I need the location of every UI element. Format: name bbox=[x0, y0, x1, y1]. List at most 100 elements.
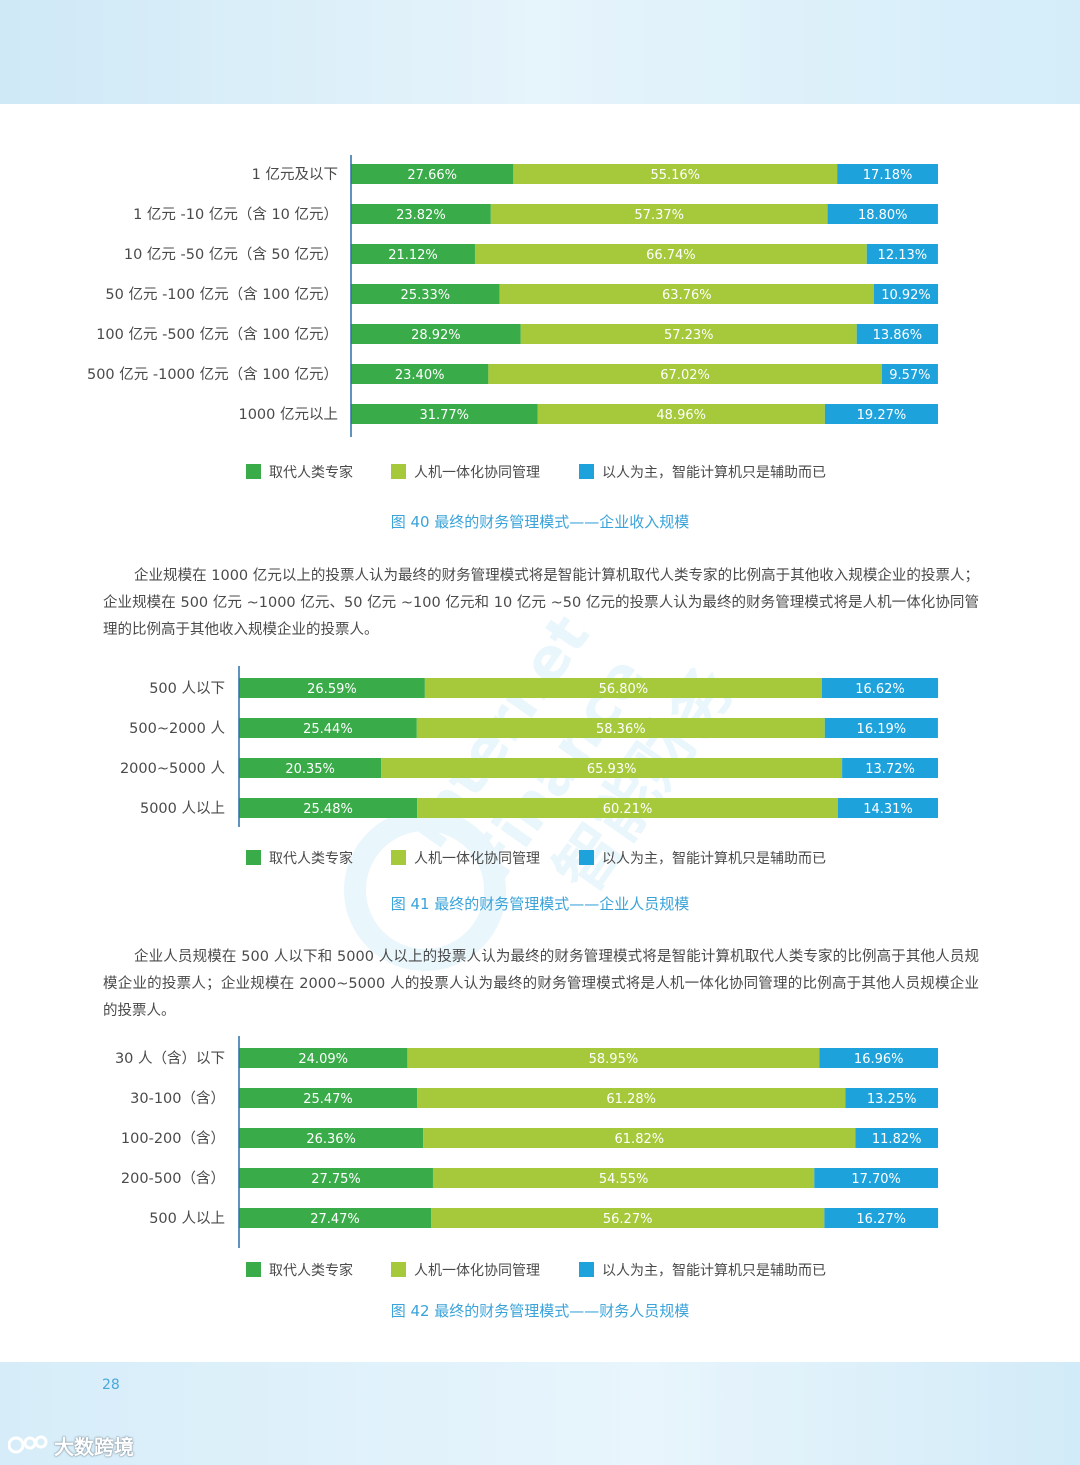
data-label: 23.82% bbox=[396, 208, 446, 223]
footer-logo-text: 大数跨境 bbox=[54, 1434, 134, 1459]
paragraph-employee: 企业人员规模在 500 人以下和 5000 人以上的投票人认为最终的财务管理模式… bbox=[103, 949, 979, 1019]
data-label: 20.35% bbox=[285, 762, 335, 777]
category-label: 30-100（含） bbox=[130, 1090, 225, 1107]
chart-employee-svg: 500 人以下 26.59% 56.80% 16.62% 500~2000 人 25.44… bbox=[120, 666, 939, 867]
legend-label: 人机一体化协同管理 bbox=[414, 465, 540, 481]
bar-segment bbox=[239, 718, 417, 738]
data-label: 16.62% bbox=[855, 682, 905, 697]
paragraph-revenue: 企业规模在 1000 亿元以上的投票人认为最终的财务管理模式将是智能计算机取代人… bbox=[103, 568, 979, 638]
bar-segment bbox=[842, 758, 938, 778]
data-label: 11.82% bbox=[872, 1132, 922, 1147]
data-label: 17.70% bbox=[851, 1172, 901, 1187]
chart-finance-staff-scale: 30 人（含）以下 24.09% 58.95% 16.96% 30-100（含） 25.4… bbox=[115, 1036, 939, 1279]
category-label: 1 亿元及以下 bbox=[252, 166, 338, 183]
category-label: 500 亿元 -1000 亿元（含 100 亿元） bbox=[87, 366, 338, 383]
category-label: 500~2000 人 bbox=[129, 720, 225, 737]
data-label: 26.59% bbox=[307, 682, 357, 697]
bar-segment bbox=[537, 404, 825, 424]
category-label: 10 亿元 -50 亿元（含 50 亿元） bbox=[124, 246, 338, 263]
header-band bbox=[0, 0, 1080, 104]
legend-label: 取代人类专家 bbox=[269, 1262, 353, 1279]
bar-segment bbox=[873, 284, 939, 304]
category-label: 30 人（含）以下 bbox=[115, 1050, 225, 1067]
bar-segment bbox=[351, 324, 521, 344]
legend-swatch bbox=[579, 850, 594, 865]
category-label: 50 亿元 -100 亿元（含 100 亿元） bbox=[105, 286, 338, 303]
data-label: 18.80% bbox=[858, 208, 908, 223]
bar-segment bbox=[856, 324, 939, 344]
footer-logo: 大数跨境 bbox=[8, 1430, 134, 1460]
legend-label: 人机一体化协同管理 bbox=[414, 1263, 540, 1279]
data-label: 27.47% bbox=[310, 1212, 360, 1227]
bar-segment bbox=[824, 404, 938, 424]
bar-segment bbox=[824, 1208, 939, 1228]
bar-segment bbox=[239, 1128, 424, 1148]
data-label: 57.37% bbox=[634, 208, 684, 223]
data-label: 31.77% bbox=[419, 408, 469, 423]
data-label: 28.92% bbox=[411, 328, 461, 343]
legend-swatch bbox=[246, 850, 261, 865]
bar-segment bbox=[417, 1088, 846, 1108]
bar-segment bbox=[239, 678, 425, 698]
chart-caption-40: 图 40 最终的财务管理模式——企业收入规模 bbox=[390, 513, 690, 531]
legend-label: 以人为主，智能计算机只是辅助而已 bbox=[602, 1263, 826, 1279]
category-label: 500 人以下 bbox=[149, 680, 225, 697]
legend-label: 取代人类专家 bbox=[269, 850, 353, 867]
data-label: 27.75% bbox=[311, 1172, 361, 1187]
legend-label: 以人为主，智能计算机只是辅助而已 bbox=[602, 465, 826, 481]
legend-label: 取代人类专家 bbox=[269, 464, 353, 481]
data-label: 56.27% bbox=[603, 1212, 653, 1227]
data-label: 25.44% bbox=[303, 722, 353, 737]
bar-segment bbox=[845, 1088, 938, 1108]
bar-segment bbox=[239, 758, 382, 778]
data-label: 14.31% bbox=[863, 802, 913, 817]
category-label: 1000 亿元以上 bbox=[238, 406, 338, 423]
bar-segment bbox=[424, 678, 822, 698]
bar-segment bbox=[520, 324, 857, 344]
bar-segment bbox=[351, 364, 489, 384]
category-label: 500 人以上 bbox=[149, 1210, 225, 1227]
data-label: 27.66% bbox=[407, 168, 457, 183]
bar-segment bbox=[855, 1128, 938, 1148]
legend-swatch bbox=[246, 1262, 261, 1277]
data-label: 55.16% bbox=[650, 168, 700, 183]
bar-segment bbox=[416, 718, 825, 738]
data-label: 61.28% bbox=[606, 1092, 656, 1107]
category-label: 1 亿元 -10 亿元（含 10 亿元） bbox=[133, 206, 338, 223]
bar-segment bbox=[814, 1168, 938, 1188]
bar-segment bbox=[407, 1048, 820, 1068]
data-label: 65.93% bbox=[587, 762, 637, 777]
legend-swatch bbox=[579, 1262, 594, 1277]
data-label: 58.36% bbox=[596, 722, 646, 737]
data-label: 58.95% bbox=[589, 1052, 639, 1067]
data-label: 25.33% bbox=[401, 288, 451, 303]
bar-segment bbox=[431, 1208, 825, 1228]
bar-segment bbox=[381, 758, 843, 778]
category-label: 100 亿元 -500 亿元（含 100 亿元） bbox=[96, 326, 338, 343]
bar-segment bbox=[837, 798, 938, 818]
bar-segment bbox=[351, 404, 538, 424]
chart-revenue-scale: 1 亿元及以下 27.66% 55.16% 17.18% 1 亿元 -10 亿元（含 1… bbox=[0, 0, 1080, 540]
data-label: 21.12% bbox=[388, 248, 438, 263]
data-label: 57.23% bbox=[664, 328, 714, 343]
bar-segment bbox=[239, 798, 418, 818]
data-label: 25.48% bbox=[303, 802, 353, 817]
bar-segment bbox=[827, 204, 938, 224]
data-label: 16.96% bbox=[854, 1052, 904, 1067]
chart-caption-41: 图 41 最终的财务管理模式——企业人员规模 bbox=[390, 895, 690, 913]
bar-segment bbox=[881, 364, 938, 384]
bar-segment bbox=[819, 1048, 938, 1068]
category-label: 2000~5000 人 bbox=[120, 760, 225, 777]
bar-segment bbox=[423, 1128, 856, 1148]
bar-segment bbox=[490, 204, 828, 224]
legend-label: 以人为主，智能计算机只是辅助而已 bbox=[602, 851, 826, 867]
bar-segment bbox=[837, 164, 938, 184]
bar-segment bbox=[488, 364, 882, 384]
bar-segment bbox=[821, 678, 939, 698]
data-label: 56.80% bbox=[599, 682, 649, 697]
category-label: 5000 人以上 bbox=[140, 800, 225, 817]
legend-swatch bbox=[391, 850, 406, 865]
data-label: 19.27% bbox=[857, 408, 907, 423]
data-label: 24.09% bbox=[298, 1052, 348, 1067]
data-label: 16.27% bbox=[856, 1212, 906, 1227]
